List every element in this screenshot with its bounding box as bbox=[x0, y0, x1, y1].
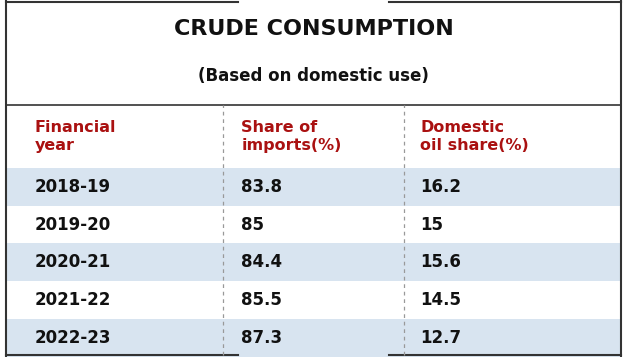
Text: 14.5: 14.5 bbox=[420, 291, 461, 309]
Bar bbox=[6, 105, 621, 168]
Bar bbox=[6, 319, 621, 357]
Text: 2022-23: 2022-23 bbox=[34, 329, 111, 347]
Text: 2019-20: 2019-20 bbox=[34, 216, 111, 233]
Bar bbox=[6, 243, 621, 281]
Text: 85: 85 bbox=[241, 216, 265, 233]
Text: 83.8: 83.8 bbox=[241, 178, 282, 196]
Bar bbox=[6, 206, 621, 243]
Text: 85.5: 85.5 bbox=[241, 291, 282, 309]
Text: 15: 15 bbox=[420, 216, 443, 233]
Text: 12.7: 12.7 bbox=[420, 329, 461, 347]
Text: Share of
imports(%): Share of imports(%) bbox=[241, 120, 342, 154]
Text: 2018-19: 2018-19 bbox=[34, 178, 110, 196]
Text: 84.4: 84.4 bbox=[241, 253, 283, 271]
Bar bbox=[6, 281, 621, 319]
Text: 87.3: 87.3 bbox=[241, 329, 283, 347]
Text: CRUDE CONSUMPTION: CRUDE CONSUMPTION bbox=[174, 20, 453, 40]
Text: 15.6: 15.6 bbox=[420, 253, 461, 271]
Text: 2020-21: 2020-21 bbox=[34, 253, 111, 271]
Text: (Based on domestic use): (Based on domestic use) bbox=[198, 67, 429, 85]
Bar bbox=[6, 168, 621, 206]
Text: Domestic
oil share(%): Domestic oil share(%) bbox=[420, 120, 529, 154]
Text: Financial
year: Financial year bbox=[34, 120, 116, 154]
Text: 2021-22: 2021-22 bbox=[34, 291, 111, 309]
Text: 16.2: 16.2 bbox=[420, 178, 461, 196]
